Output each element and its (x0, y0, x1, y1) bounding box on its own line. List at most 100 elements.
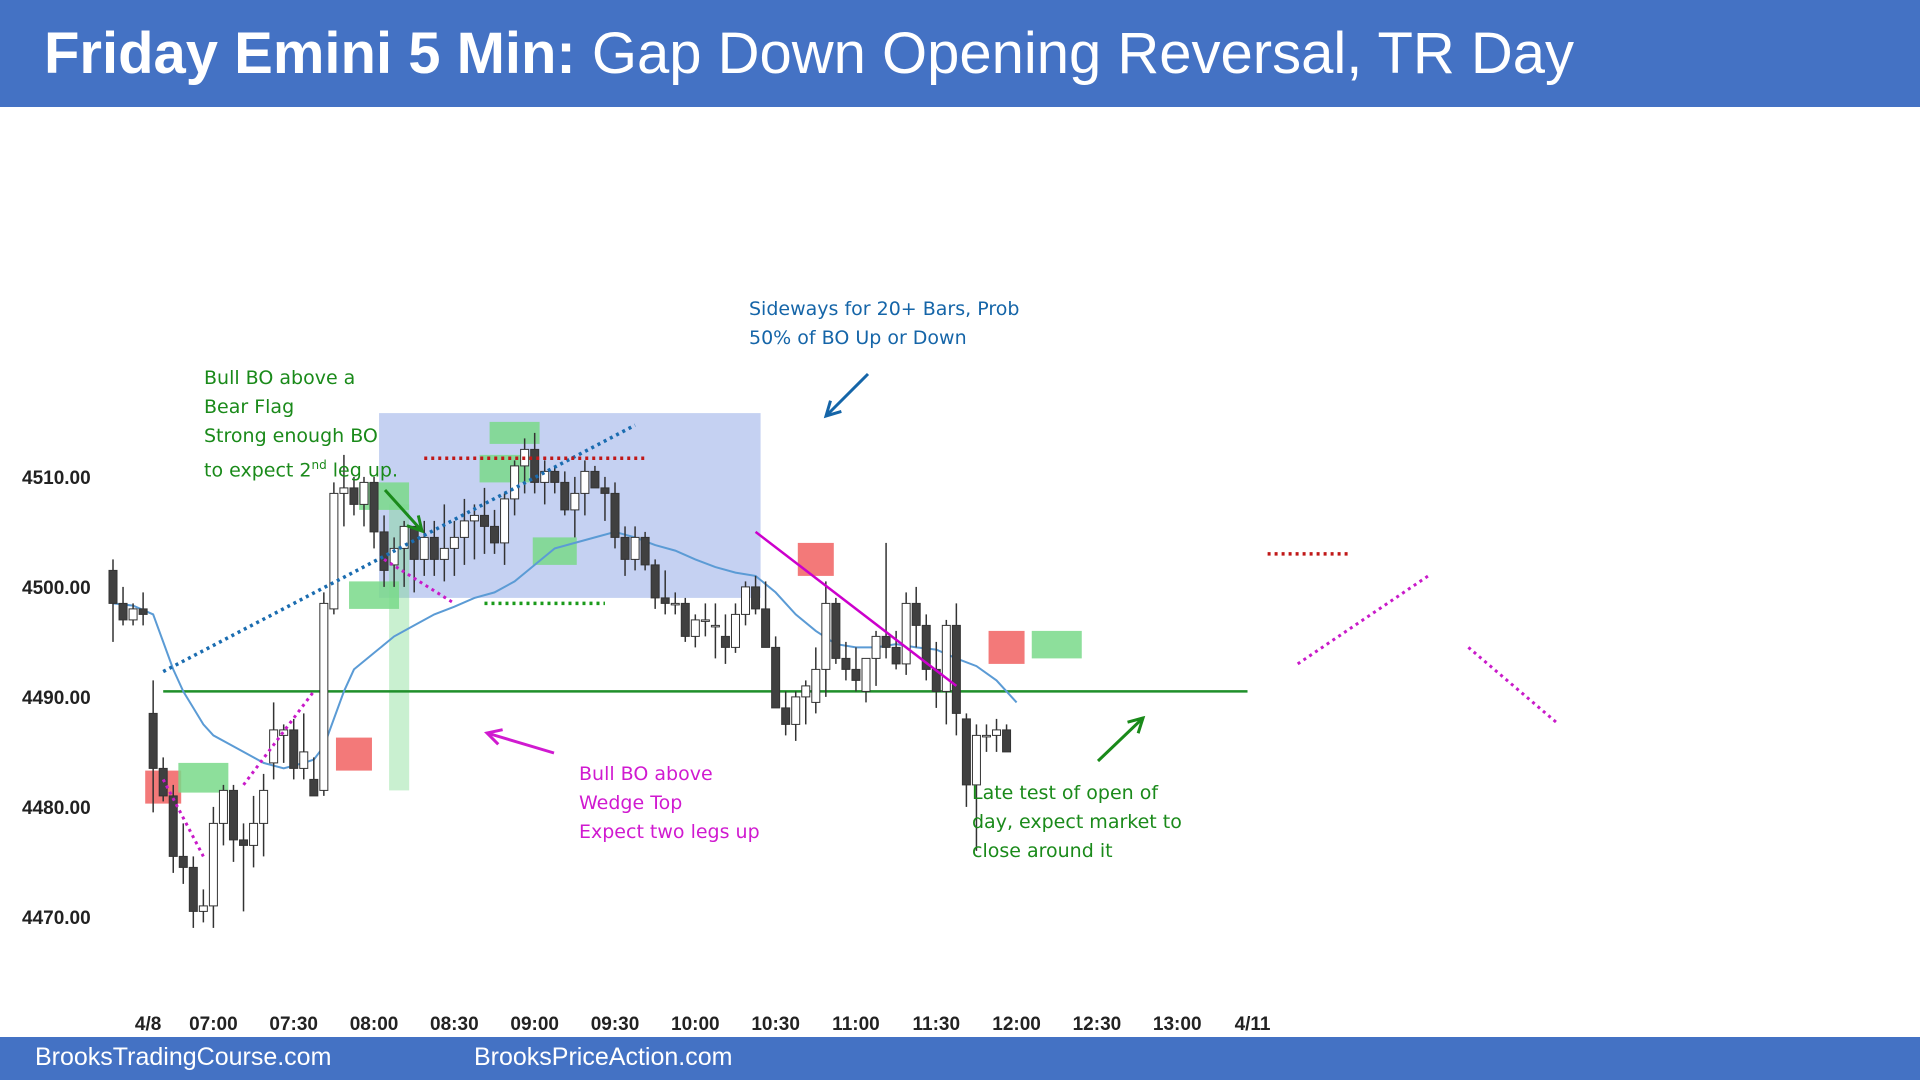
candle (570, 476, 580, 538)
annotation-line: Late test of open of (972, 782, 1159, 804)
x-tick-label: 12:00 (992, 1014, 1041, 1035)
candle (971, 724, 981, 851)
candle (720, 614, 730, 664)
bear-candle-body (379, 531, 389, 571)
candle (620, 526, 630, 576)
candle (259, 773, 269, 857)
footer-link-left[interactable]: BrooksTradingCourse.com (35, 1043, 332, 1071)
candle (239, 823, 249, 912)
bear-candle-body (640, 536, 650, 566)
candle (851, 647, 861, 692)
bull-candle-body (198, 905, 208, 912)
bull-candle-body (259, 789, 269, 824)
candle (951, 603, 961, 736)
candle (881, 542, 891, 659)
candle (690, 614, 700, 648)
candle (700, 603, 710, 637)
bull-candle-body (801, 685, 811, 698)
candle (339, 454, 349, 527)
y-tick-label: 4510.00 (22, 468, 91, 489)
title-bar: Friday Emini 5 Min: Gap Down Opening Rev… (0, 0, 1920, 107)
bear-candle-body (550, 470, 560, 483)
bull-candle-body (580, 470, 590, 494)
candle (530, 432, 540, 494)
bull-bo-arrow (383, 488, 425, 534)
candle (540, 460, 550, 505)
annotation-superscript: nd (311, 458, 327, 472)
bull-candle-body (741, 586, 751, 615)
annotation-line: Bear Flag (204, 396, 295, 418)
bull-setup-box (178, 762, 229, 793)
wedge-line (1467, 646, 1560, 726)
annotation-line: Wedge Top (579, 792, 683, 814)
bull-candle-body (710, 624, 720, 628)
bear-candle-body (771, 646, 781, 709)
footer-link-right[interactable]: BrooksPriceAction.com (474, 1043, 733, 1071)
bull-candle-body (811, 668, 821, 703)
y-tick-label: 4490.00 (22, 688, 91, 709)
bull-candle-body (700, 619, 710, 622)
bull-candle-body (670, 602, 680, 606)
bear-candle-body (148, 712, 158, 769)
bull-candle-body (469, 514, 479, 522)
x-tick-label: 09:30 (591, 1014, 640, 1035)
candle (359, 476, 369, 527)
bear-candle-body (761, 608, 771, 648)
candle (409, 525, 419, 593)
candle (439, 504, 449, 582)
annotation-bull-bo-wedge: Bull BO above Wedge Top Expect two legs … (579, 760, 760, 847)
candle (269, 702, 279, 780)
wedge-line (1296, 574, 1430, 666)
candle (811, 647, 821, 714)
bear-candle-body (951, 624, 961, 714)
title-bold: Friday Emini 5 Min: (44, 21, 576, 86)
wedge-line (161, 778, 205, 858)
annotation-line: to expect 2nd leg up. (204, 451, 398, 485)
bear-setup-box (797, 542, 834, 576)
trading-range-box (379, 413, 761, 598)
bull-candle-body (570, 492, 580, 511)
bull-setup-box (349, 581, 400, 609)
bull-candle-body (821, 602, 831, 670)
candle (1002, 724, 1012, 753)
candle (490, 509, 500, 554)
candle (349, 476, 359, 516)
bull-candle-body (249, 822, 259, 846)
bear-candle-body (178, 855, 188, 868)
bear-candle-body (881, 635, 891, 648)
bull-candle-body (208, 822, 218, 907)
bear-candle-body (108, 569, 118, 604)
late-test-arrow (1096, 715, 1146, 763)
candle (118, 586, 128, 626)
candle (741, 581, 751, 626)
bull-candle-body (992, 729, 1002, 736)
bear-flag-trendline (162, 423, 636, 674)
bear-candle-body (680, 602, 690, 637)
bear-candle-body (831, 602, 841, 659)
candle (108, 559, 118, 642)
candle (610, 482, 620, 549)
candle (761, 581, 771, 648)
y-tick-label: 4470.00 (22, 908, 91, 929)
bull-candle-body (901, 602, 911, 665)
candle (279, 724, 289, 763)
bear-candle-body (349, 487, 359, 505)
bear-candle-body (1002, 729, 1012, 753)
bear-candle-body (289, 729, 299, 769)
bull-candle-body (871, 635, 881, 659)
arrow-head (823, 400, 842, 419)
annotation-line: Expect two legs up (579, 821, 760, 843)
bear-candle-body (239, 839, 249, 846)
annotation-line: day, expect market to (972, 811, 1182, 833)
bear-candle-body (479, 514, 489, 527)
candle (479, 487, 489, 554)
candle (449, 520, 459, 576)
candle (901, 592, 911, 675)
candle (821, 581, 831, 697)
candle (650, 559, 660, 609)
bear-candle-body (188, 866, 198, 912)
arrow-head (406, 515, 425, 534)
candle (560, 471, 570, 516)
bear-candle-body (168, 795, 178, 857)
